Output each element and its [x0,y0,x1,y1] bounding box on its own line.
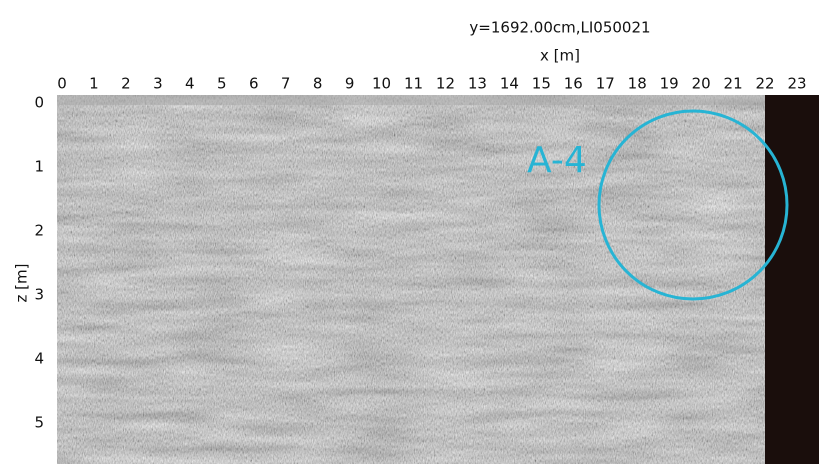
x-tick-label: 0 [57,75,67,93]
annotation-circle [597,109,789,301]
x-tick-label: 16 [564,75,583,93]
radargram-image [57,95,819,464]
y-tick-label: 5 [34,414,44,432]
y-tick-label: 4 [34,350,44,368]
x-tick-label: 19 [660,75,679,93]
x-tick-label: 14 [500,75,519,93]
annotation: A-4 [527,140,587,181]
x-tick-label: 7 [281,75,291,93]
x-tick-label: 10 [372,75,391,93]
x-tick-label: 9 [345,75,355,93]
x-tick-label: 21 [724,75,743,93]
y-tick-label: 1 [34,158,44,176]
x-tick-label: 2 [121,75,131,93]
x-tick-label: 12 [436,75,455,93]
x-tick-label: 3 [153,75,163,93]
y-tick-label: 0 [34,94,44,112]
y-tick-label: 2 [34,222,44,240]
x-tick-label: 17 [596,75,615,93]
x-tick-label: 18 [628,75,647,93]
x-tick-label: 22 [755,75,774,93]
x-tick-label: 13 [468,75,487,93]
x-tick-label: 1 [89,75,99,93]
chart-title: y=1692.00cm,LI050021 [469,19,650,37]
x-tick-label: 20 [692,75,711,93]
x-tick-label: 23 [787,75,806,93]
x-axis-label: x [m] [540,47,580,65]
x-tick-label: 4 [185,75,195,93]
y-axis-label: z [m] [13,264,31,303]
x-tick-label: 11 [404,75,423,93]
x-tick-label: 8 [313,75,323,93]
x-tick-label: 6 [249,75,259,93]
x-tick-label: 5 [217,75,227,93]
x-tick-label: 15 [532,75,551,93]
y-tick-label: 3 [34,286,44,304]
